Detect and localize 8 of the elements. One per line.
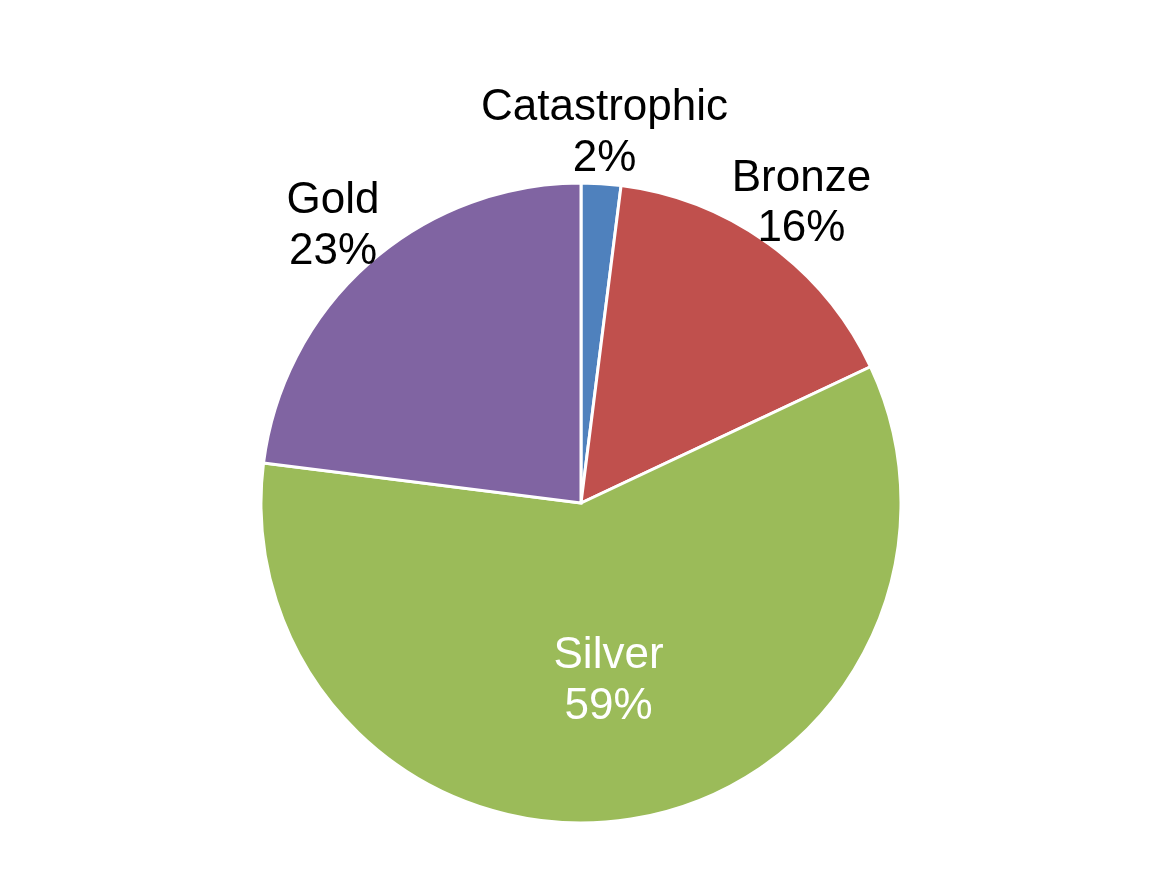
slice-label: Catastrophic (481, 79, 729, 129)
slice-label: Gold (286, 172, 380, 222)
data-label: 16% (757, 201, 846, 251)
data-label: 2% (572, 130, 637, 180)
data-label: 59% (564, 678, 653, 728)
slice-label: Bronze (731, 150, 872, 200)
slice-label: Silver (553, 628, 664, 678)
data-label: 23% (288, 223, 378, 273)
